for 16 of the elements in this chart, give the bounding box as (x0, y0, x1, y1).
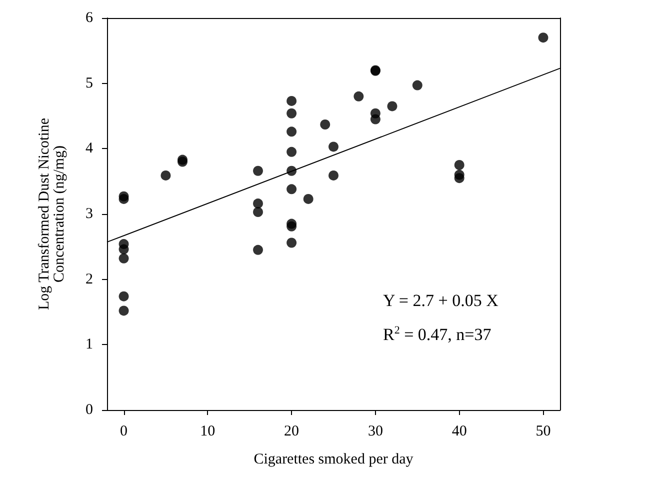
y-tick-label: 6 (86, 10, 94, 26)
y-tick-label: 2 (86, 271, 93, 288)
y-axis-title: Log Transformed Dust Nicotine Concentration (ng/mg) (36, 118, 68, 310)
y-tick-label: 3 (86, 206, 93, 222)
y-tick-label: 5 (86, 75, 93, 92)
x-tick-label: 40 (452, 424, 467, 440)
x-tick-label: 0 (120, 424, 128, 440)
x-tick-label: 30 (368, 424, 383, 440)
y-tick-label: 1 (86, 336, 93, 353)
x-axis-title: Cigarettes smoked per day (254, 452, 414, 468)
x-tick-label: 50 (536, 424, 551, 440)
annotation: Y = 2.7 + 0.05 X (383, 291, 498, 310)
x-tick-label: 20 (284, 424, 300, 440)
y-tick-label: 0 (86, 402, 93, 418)
x-tick-label: 10 (200, 424, 216, 440)
y-tick-label: 4 (86, 140, 94, 157)
